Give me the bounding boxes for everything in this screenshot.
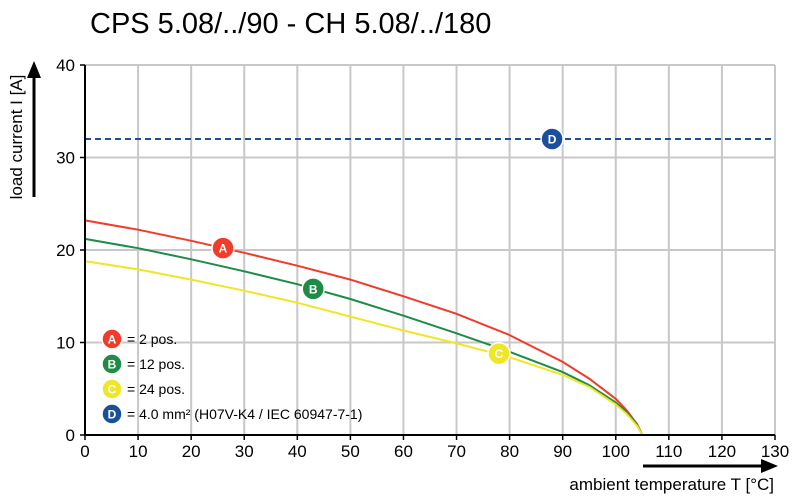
y-tick-label: 40 [56,56,75,75]
series-markers: A B C D [211,127,564,366]
axis-labels: load current I [A] ambient temperature T … [7,61,778,494]
y-axis-label: load current I [A] [7,75,26,200]
series-marker-C [487,341,511,366]
series-marker-B [301,277,325,301]
x-tick-label: 20 [182,442,201,461]
y-tick-label: 10 [56,334,75,353]
series-marker-label-D: D [548,133,557,147]
x-tick-label: 90 [553,442,572,461]
legend-marker-label-B: B [108,358,117,372]
y-tick-label: 20 [56,241,75,260]
legend-marker-A [101,328,123,350]
y-axis-arrow-head [27,61,41,78]
axes [80,64,776,440]
legend-marker-label-D: D [108,408,117,422]
legend-marker-label-A: A [108,333,117,347]
x-tick-label: 30 [235,442,254,461]
x-tick-label: 100 [602,442,630,461]
x-tick-label: 120 [708,442,736,461]
x-tick-label: 10 [129,442,148,461]
grid [85,64,776,435]
legend-marker-label-C: C [108,383,117,397]
legend-marker-D [101,403,123,425]
series-line-A [84,219,644,436]
series-marker-label-A: A [219,242,228,256]
x-tick-label: 40 [288,442,307,461]
legend-entry-B: = 12 pos. [127,356,185,372]
legend-entry-C: = 24 pos. [127,381,185,397]
tick-labels: 0 10 20 30 40 50 60 70 80 90 100 110 120 130 0 10 20 30 40 [56,56,789,461]
series-lines [84,138,775,436]
y-tick-label: 30 [56,149,75,168]
x-tick-label: 0 [80,442,89,461]
x-axis-label: ambient temperature T [°C] [569,475,774,494]
y-tick-label: 0 [66,426,75,445]
legend-entry-D: = 4.0 mm² (H07V-K4 / IEC 60947-7-1) [127,406,362,422]
series-line-B [84,237,644,436]
x-tick-label: 80 [500,442,519,461]
x-tick-label: 50 [341,442,360,461]
x-tick-label: 70 [447,442,466,461]
series-line-C [84,260,644,436]
chart-title: CPS 5.08/../90 - CH 5.08/../180 [90,8,492,40]
x-tick-label: 60 [394,442,413,461]
legend: A = 2 pos. B = 12 pos. C = 24 pos. D = 4.0 mm² … [101,328,362,425]
x-tick-label: 110 [655,442,682,461]
series-marker-label-B: B [309,282,318,296]
legend-entry-A: = 2 pos. [127,331,177,347]
legend-marker-C [101,378,123,400]
series-marker-A [211,236,235,260]
x-tick-label: 130 [761,442,789,461]
series-marker-label-C: C [495,347,504,361]
series-marker-D [540,127,564,151]
legend-marker-B [101,353,123,375]
x-axis-arrow-head [761,459,778,473]
